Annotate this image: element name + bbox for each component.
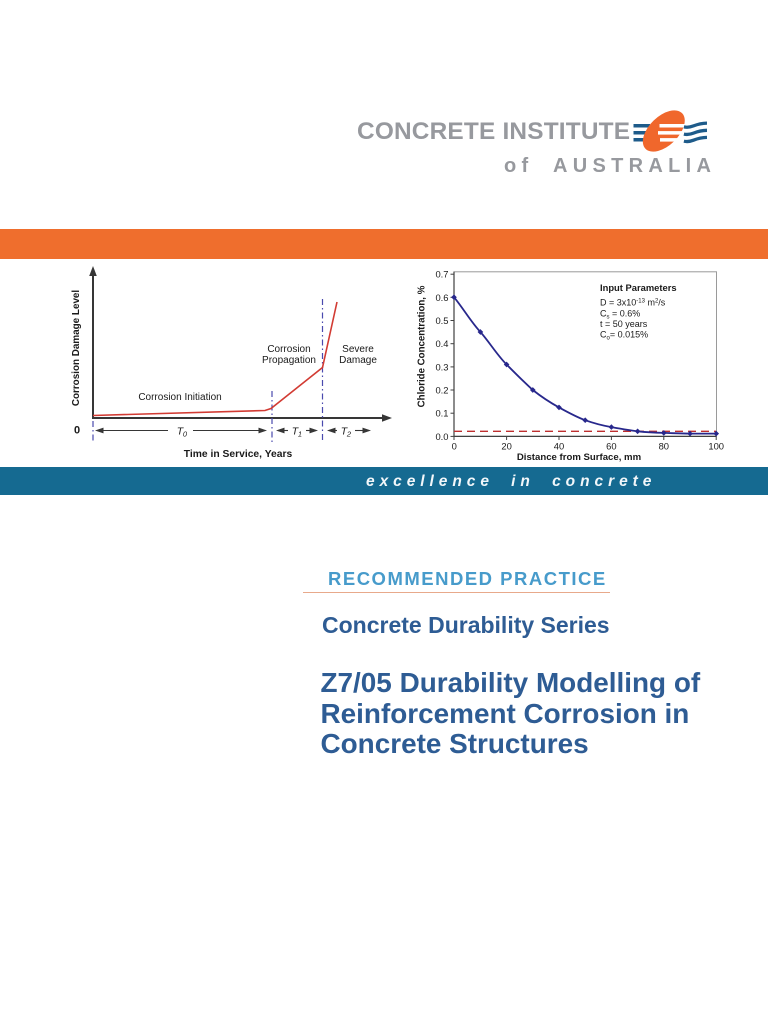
svg-text:t = 50 years: t = 50 years [600,319,648,329]
svg-text:Propagation: Propagation [262,355,316,366]
svg-text:Input Parameters: Input Parameters [600,282,677,293]
svg-text:40: 40 [554,441,564,452]
svg-text:0.2: 0.2 [435,385,448,396]
svg-text:0.7: 0.7 [435,269,448,280]
svg-text:0: 0 [74,425,80,437]
svg-text:Corrosion Initiation: Corrosion Initiation [138,392,221,403]
svg-text:Severe: Severe [342,344,374,355]
svg-text:T: T [292,426,300,438]
svg-text:Co= 0.015%: Co= 0.015% [600,330,648,342]
svg-text:20: 20 [501,441,511,452]
svg-text:0: 0 [452,441,457,452]
svg-text:0: 0 [183,430,188,439]
svg-text:Cs = 0.6%: Cs = 0.6% [600,309,640,321]
svg-text:0.0: 0.0 [435,431,448,442]
svg-text:0.1: 0.1 [435,408,448,419]
svg-text:80: 80 [659,441,669,452]
svg-text:Damage: Damage [339,355,377,366]
svg-text:Corrosion: Corrosion [267,344,310,355]
svg-text:0.3: 0.3 [435,361,448,372]
svg-text:Time in Service, Years: Time in Service, Years [184,449,293,460]
svg-text:T: T [341,426,349,438]
svg-text:60: 60 [606,441,616,452]
svg-text:Corrosion Damage Level: Corrosion Damage Level [71,290,82,407]
svg-text:1: 1 [298,430,302,439]
svg-text:D = 3x10-13 m2/s: D = 3x10-13 m2/s [600,298,666,308]
svg-text:Chloride Concentration, %: Chloride Concentration, % [416,285,427,407]
svg-text:0.6: 0.6 [435,292,448,303]
svg-text:0.4: 0.4 [435,338,448,349]
svg-text:0.5: 0.5 [435,315,448,326]
svg-text:100: 100 [708,441,724,452]
svg-text:T: T [177,426,185,438]
svg-text:Distance from Surface, mm: Distance from Surface, mm [517,452,641,463]
svg-text:2: 2 [346,430,352,439]
